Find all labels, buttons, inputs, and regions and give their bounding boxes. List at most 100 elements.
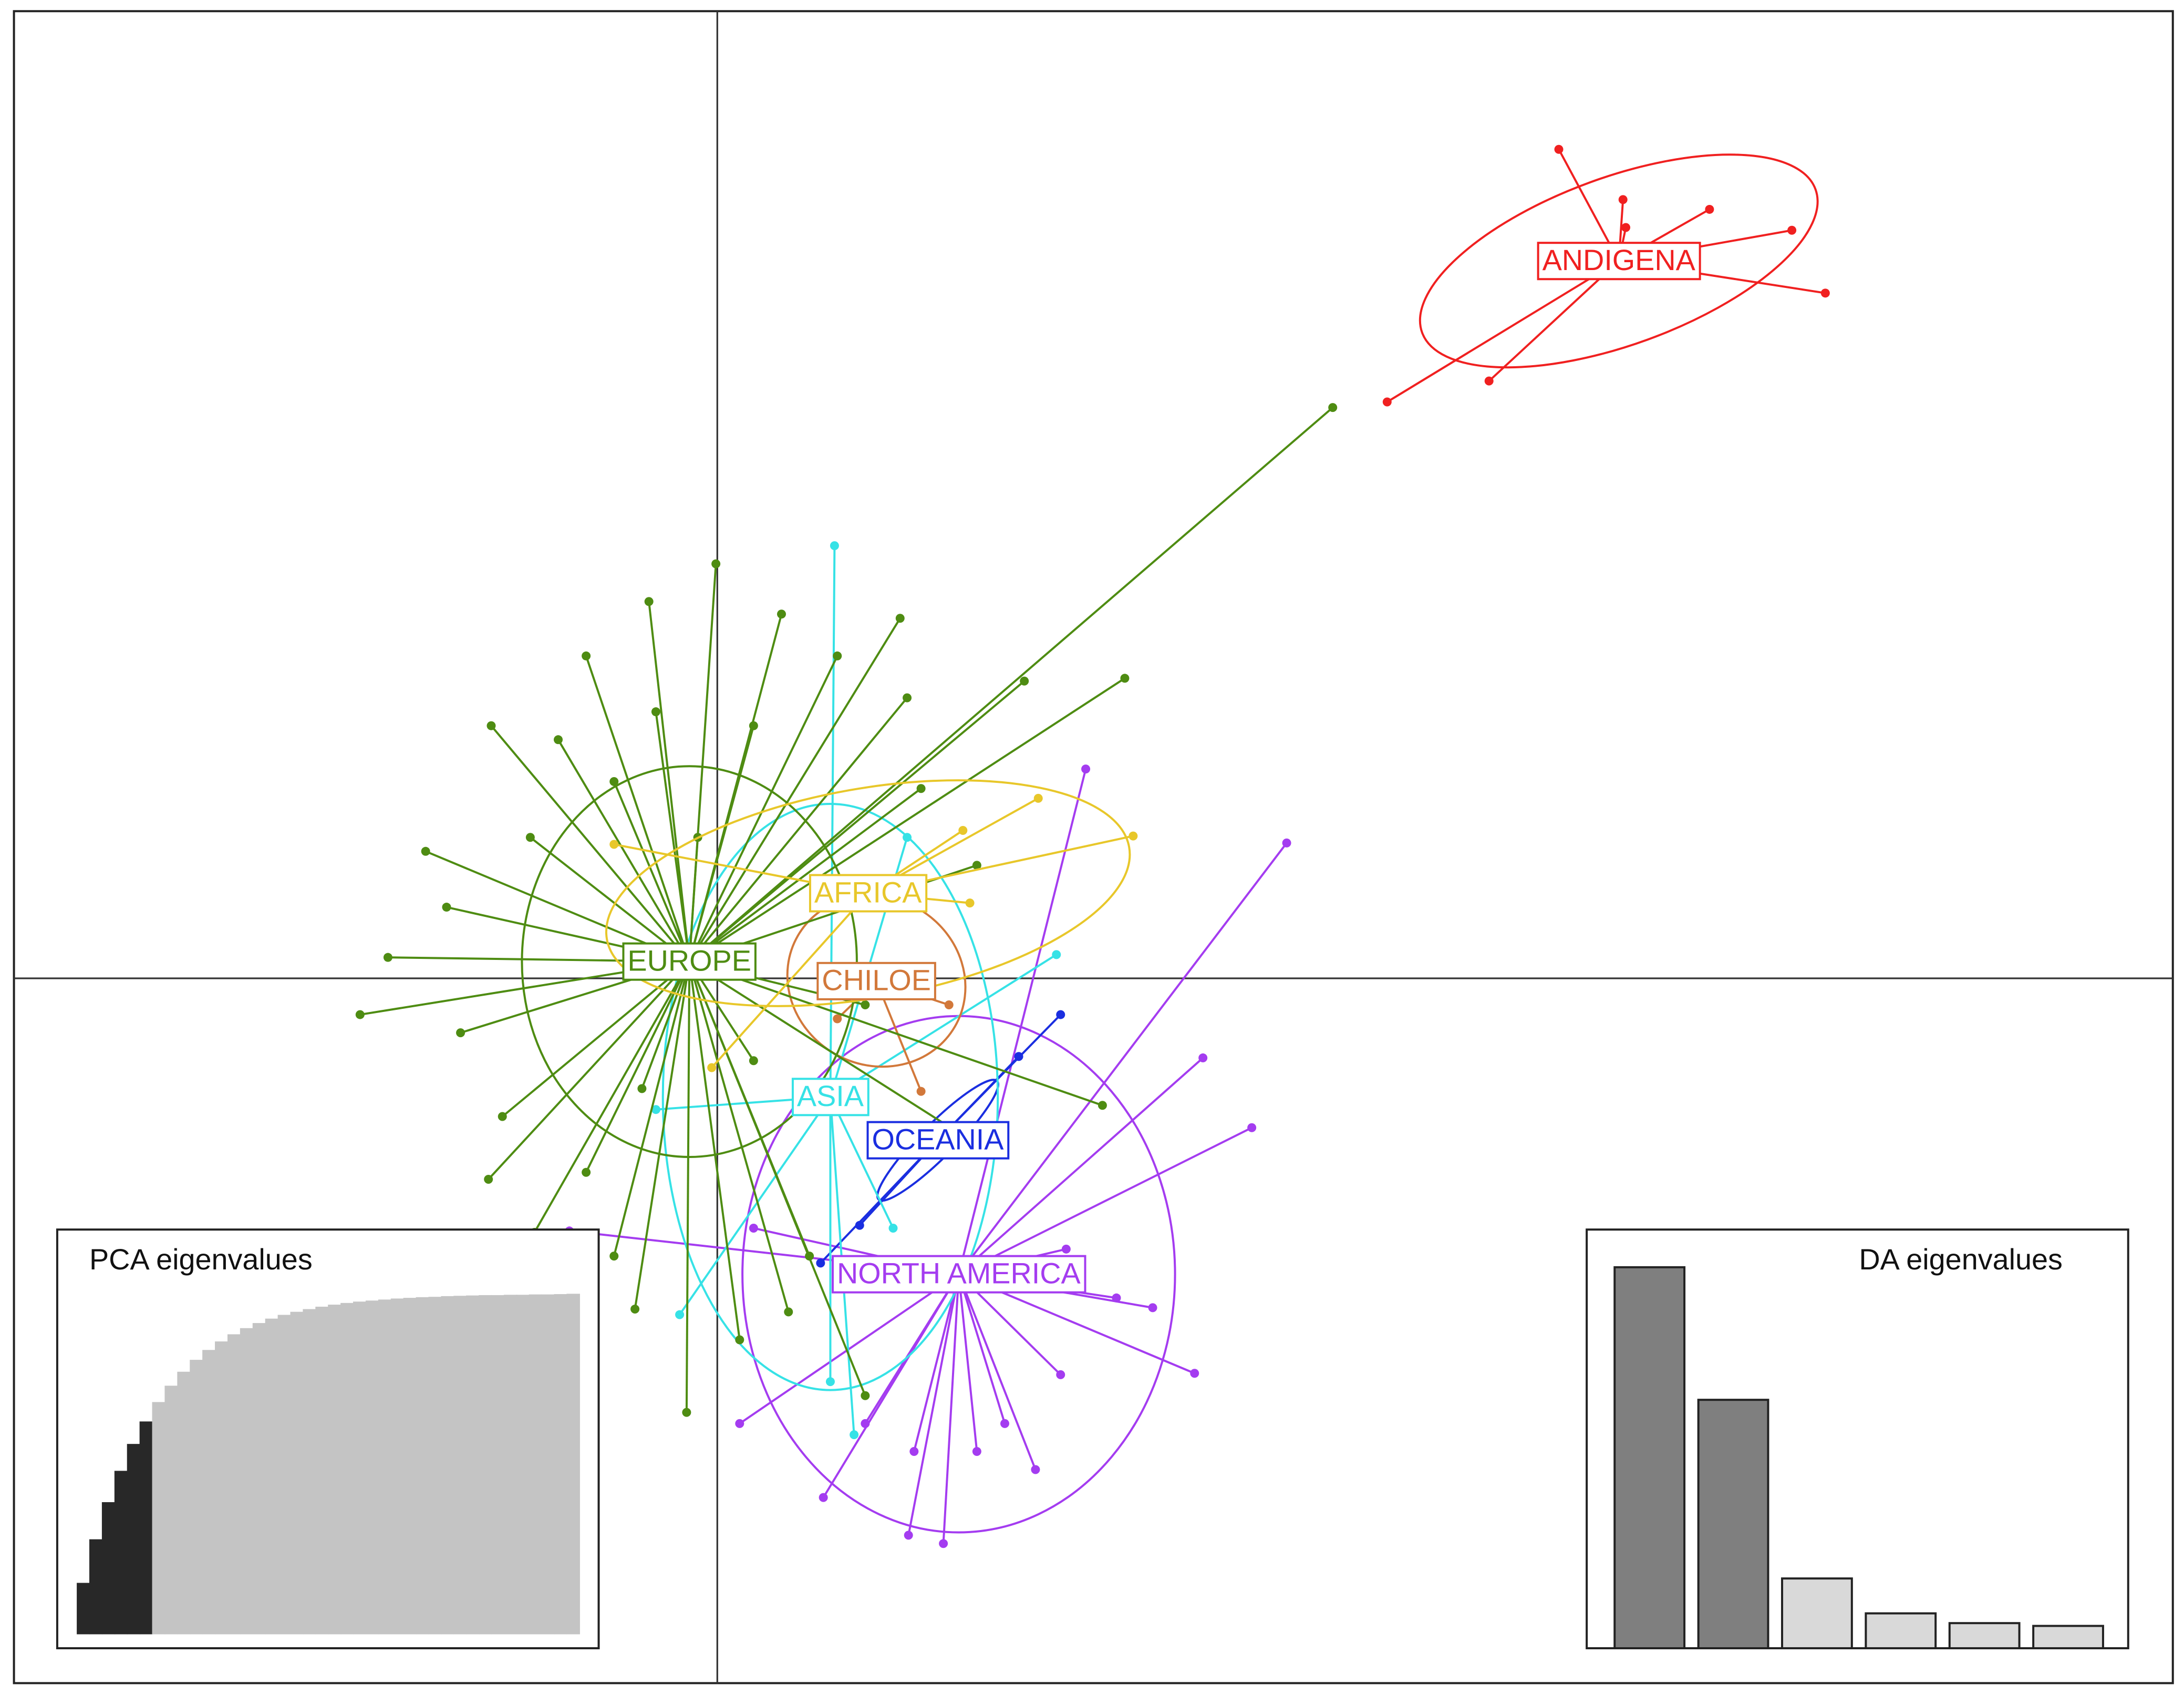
label-box [809,874,928,913]
point [582,651,591,660]
point [972,1446,981,1456]
bar [1948,1622,2021,1650]
point [675,1310,685,1319]
group-label: ANDIGENA [1543,244,1696,276]
point [1000,1419,1009,1428]
bar [340,1303,354,1635]
star-line [958,842,1288,1275]
point [972,861,981,870]
group-label: CHILOE [822,964,931,997]
bar [77,1583,90,1635]
star-line [688,837,699,962]
point [1120,674,1130,683]
bar [416,1297,430,1635]
star-line [864,1274,960,1424]
point [1618,195,1628,204]
point [1148,1303,1157,1312]
point [958,825,968,835]
point [749,1223,758,1233]
point [850,1430,859,1440]
group-label: AFRICA [814,876,922,908]
star-line [648,601,691,962]
point [609,840,619,849]
point [711,559,721,569]
point [904,1531,913,1540]
point [833,1014,842,1024]
star-line [711,892,869,1069]
bar [190,1360,203,1635]
point [487,721,496,730]
bar [139,1421,153,1635]
bar [202,1350,216,1635]
point [651,1105,660,1114]
star-line [1386,260,1620,403]
point [1112,1293,1121,1303]
point [1484,376,1494,386]
bar [101,1502,116,1635]
point [861,1391,870,1400]
star-line [557,739,690,963]
star-line [957,1274,978,1452]
group-label: OCEANIA [872,1123,1004,1156]
bar [1613,1266,1686,1650]
point [895,614,905,623]
point [1247,1123,1257,1132]
label-box [622,942,757,981]
bar [2032,1625,2104,1650]
point [582,1167,591,1177]
bar [554,1294,568,1635]
point [825,1377,835,1387]
star-line [688,617,901,963]
point [637,1084,647,1093]
bar [503,1295,517,1635]
star-line [1488,260,1620,382]
ellipse [661,803,999,1391]
bar [566,1294,580,1635]
bar [177,1371,191,1635]
star-line [688,788,922,963]
point [456,1028,465,1038]
bar [303,1309,316,1635]
star-line [958,1126,1253,1275]
group-label: EUROPE [627,945,751,977]
group [1382,144,1830,407]
label-box [816,962,936,1000]
star-line [689,677,1126,963]
star-line [688,961,741,1340]
star-line [490,725,690,963]
star-line [830,954,1057,1098]
group-label: ASIA [797,1080,864,1112]
point [421,846,430,856]
star-line [942,1274,960,1544]
point [525,833,535,842]
point [805,1252,814,1261]
bar [1781,1577,1853,1650]
point [355,1010,365,1019]
star-line [533,961,690,1233]
point [1020,676,1029,686]
point [1282,838,1291,848]
point [833,651,842,660]
point [819,1493,828,1502]
point [1081,764,1091,774]
point [1621,223,1631,232]
star-line [958,1057,1204,1275]
bar [353,1301,367,1635]
bar [290,1311,304,1635]
bar [240,1328,254,1635]
point [749,721,758,730]
bar [466,1295,480,1635]
inset-title: PCA eigenvalues [89,1243,313,1276]
point [735,1419,744,1428]
ellipse [521,765,858,1159]
point [965,898,975,908]
star-line [937,1014,1062,1141]
bar [277,1315,292,1635]
bar [516,1295,530,1635]
star-line [689,960,1103,1107]
point [1098,1101,1107,1110]
bar [89,1539,103,1635]
bar [315,1306,329,1635]
point [1052,950,1061,959]
